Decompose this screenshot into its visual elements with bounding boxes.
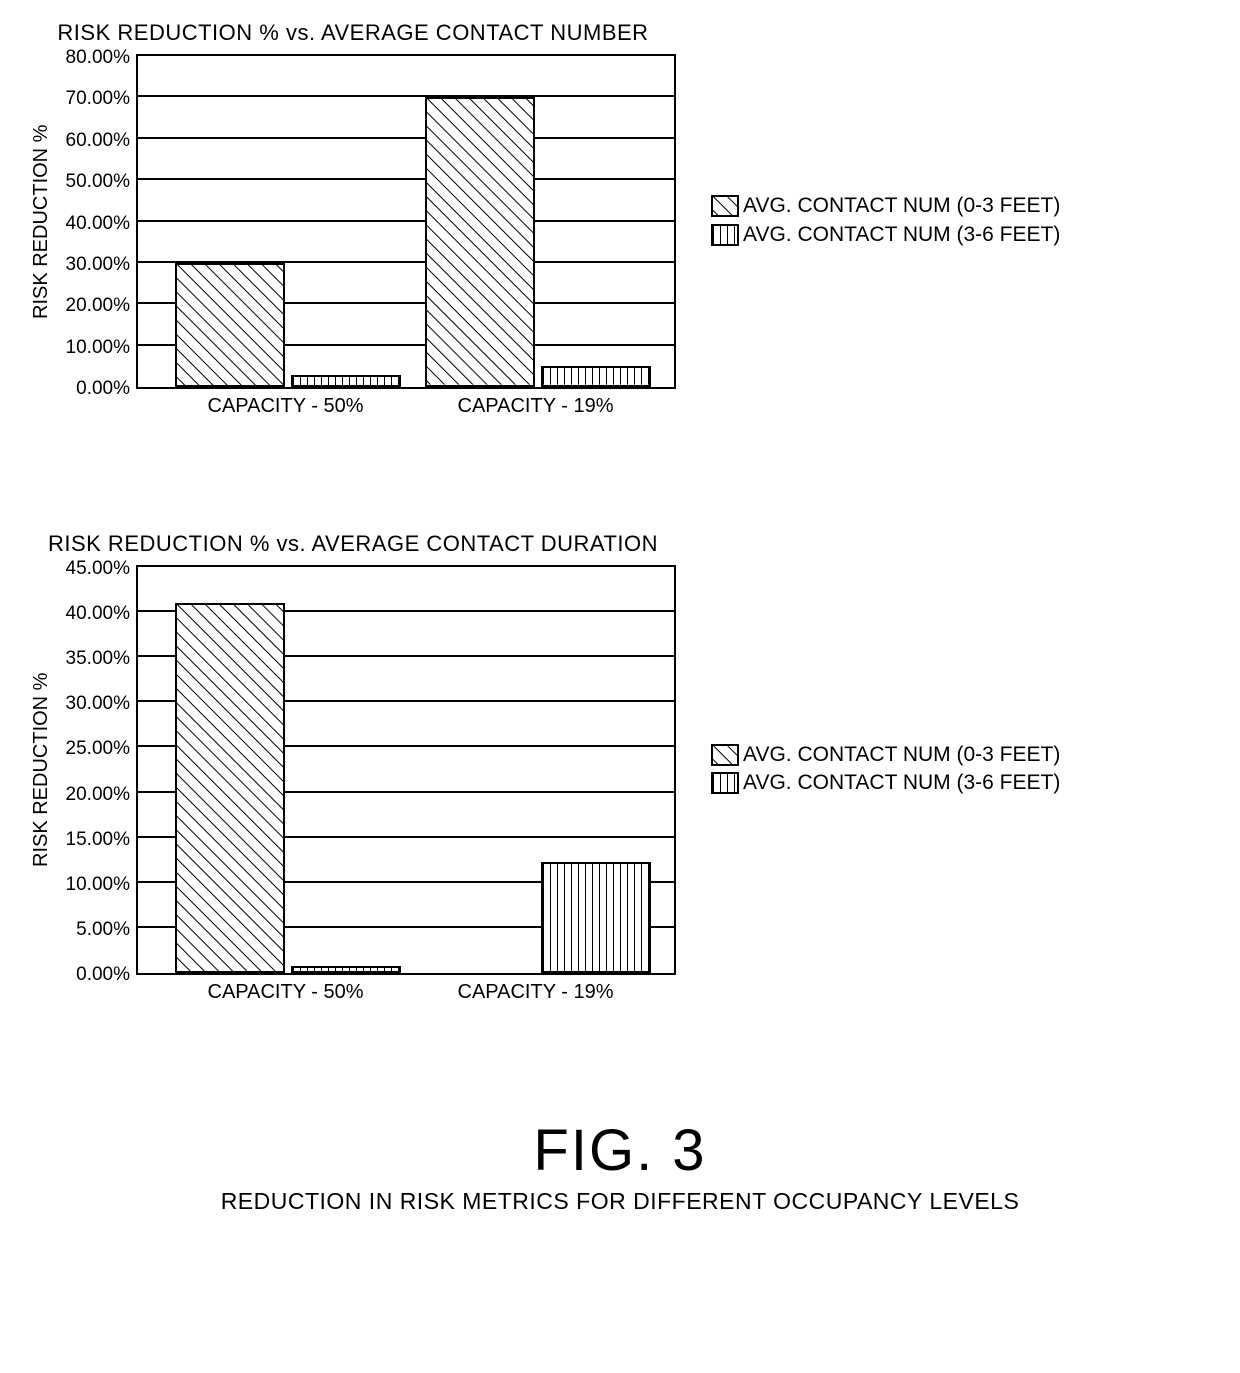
chart-title: RISK REDUCTION % vs. AVERAGE CONTACT NUM… [57,20,648,46]
chart-left: RISK REDUCTION % vs. AVERAGE CONTACT NUM… [30,20,676,421]
plot-area [136,54,676,389]
legend-swatch-vert [711,772,739,794]
y-tick: 20.00% [66,295,130,317]
x-tick-label: CAPACITY - 50% [176,981,396,1004]
y-tick: 50.00% [66,171,130,193]
y-tick: 60.00% [66,130,130,152]
chart-block-0: RISK REDUCTION % vs. AVERAGE CONTACT NUM… [30,20,1210,421]
bar-diag [425,97,535,387]
y-tick: 45.00% [66,558,130,580]
legend: AVG. CONTACT NUM (0-3 FEET)AVG. CONTACT … [711,192,1060,249]
chart-block-1: RISK REDUCTION % vs. AVERAGE CONTACT DUR… [30,531,1210,1007]
chart-body: RISK REDUCTION %0.00%5.00%10.00%15.00%20… [30,565,676,975]
y-tick: 5.00% [76,919,130,941]
gridline [138,95,674,97]
figure-subtitle: REDUCTION IN RISK METRICS FOR DIFFERENT … [30,1188,1210,1215]
plot-area [136,565,676,975]
x-tick-label: CAPACITY - 19% [426,981,646,1004]
legend-item: AVG. CONTACT NUM (3-6 FEET) [711,221,1060,249]
y-tick: 20.00% [66,784,130,806]
legend-label: AVG. CONTACT NUM (3-6 FEET) [743,221,1060,249]
chart-left: RISK REDUCTION % vs. AVERAGE CONTACT DUR… [30,531,676,1007]
y-tick: 0.00% [76,378,130,400]
figure-page: RISK REDUCTION % vs. AVERAGE CONTACT NUM… [0,0,1240,1373]
legend-label: AVG. CONTACT NUM (0-3 FEET) [743,192,1060,220]
bar-diag [175,263,285,387]
legend-item: AVG. CONTACT NUM (0-3 FEET) [711,192,1060,220]
y-tick: 35.00% [66,648,130,670]
charts-container: RISK REDUCTION % vs. AVERAGE CONTACT NUM… [30,20,1210,1007]
bar-vert [541,862,651,973]
legend-label: AVG. CONTACT NUM (3-6 FEET) [743,769,1060,797]
figure-title: FIG. 3 [30,1117,1210,1184]
x-axis-labels: CAPACITY - 50% CAPACITY - 19% [136,395,676,421]
gridline [138,178,674,180]
y-tick: 80.00% [66,47,130,69]
legend: AVG. CONTACT NUM (0-3 FEET)AVG. CONTACT … [711,741,1060,798]
bar-vert [291,966,401,973]
y-tick: 40.00% [66,603,130,625]
y-axis-label: RISK REDUCTION % [30,54,53,389]
y-axis: 0.00%5.00%10.00%15.00%20.00%25.00%30.00%… [56,565,136,975]
legend-swatch-vert [711,224,739,246]
x-axis-labels: CAPACITY - 50% CAPACITY - 19% [136,981,676,1007]
chart-body: RISK REDUCTION %0.00%10.00%20.00%30.00%4… [30,54,676,389]
legend-swatch-diag [711,195,739,217]
y-axis: 0.00%10.00%20.00%30.00%40.00%50.00%60.00… [56,54,136,389]
y-tick: 30.00% [66,693,130,715]
y-tick: 70.00% [66,88,130,110]
y-axis-label: RISK REDUCTION % [30,565,53,975]
bar-diag [175,603,285,973]
x-tick-label: CAPACITY - 19% [426,395,646,418]
y-tick: 25.00% [66,738,130,760]
legend-label: AVG. CONTACT NUM (0-3 FEET) [743,741,1060,769]
bar-vert [291,375,401,387]
y-tick: 10.00% [66,874,130,896]
bar-vert [541,366,651,387]
legend-item: AVG. CONTACT NUM (0-3 FEET) [711,741,1060,769]
gridline [138,137,674,139]
y-tick: 0.00% [76,964,130,986]
gridline [138,220,674,222]
x-tick-label: CAPACITY - 50% [176,395,396,418]
figure-caption: FIG. 3 REDUCTION IN RISK METRICS FOR DIF… [30,1117,1210,1215]
y-tick: 30.00% [66,254,130,276]
legend-swatch-diag [711,744,739,766]
y-tick: 10.00% [66,337,130,359]
y-tick: 15.00% [66,829,130,851]
chart-title: RISK REDUCTION % vs. AVERAGE CONTACT DUR… [48,531,658,557]
legend-item: AVG. CONTACT NUM (3-6 FEET) [711,769,1060,797]
y-tick: 40.00% [66,213,130,235]
